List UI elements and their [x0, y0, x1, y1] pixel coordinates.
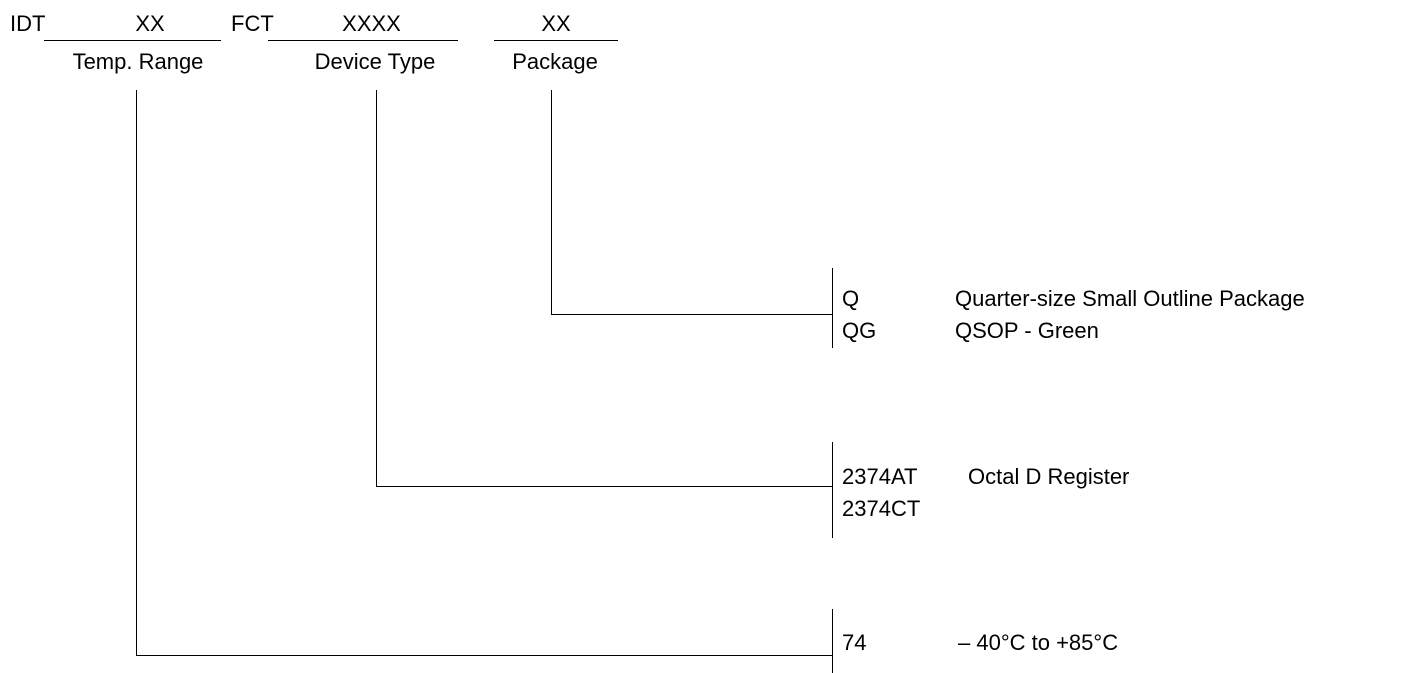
- package-option-description: Quarter-size Small Outline Package: [955, 286, 1305, 311]
- device-option-code: 2374CT: [842, 496, 921, 521]
- temp-connector-vertical: [136, 90, 137, 656]
- device-field-underline: [268, 40, 458, 41]
- temp-options-bracket: [832, 609, 833, 673]
- package-options-bracket: [832, 268, 833, 348]
- device-option-code: 2374AT: [842, 464, 918, 489]
- temp-option-description: – 40°C to +85°C: [958, 630, 1119, 655]
- package-connector-horizontal: [551, 314, 832, 315]
- package-option-description: QSOP - Green: [955, 318, 1099, 343]
- package-option-code: Q: [842, 286, 860, 311]
- package-field-placeholder: XX: [541, 11, 571, 36]
- prefix-text: IDT: [10, 11, 46, 36]
- device-options-bracket: [832, 442, 833, 538]
- device-connector-horizontal: [376, 486, 832, 487]
- package-field-underline: [494, 40, 618, 41]
- device-type-label: Device Type: [314, 49, 436, 74]
- device-field-placeholder: XXXX: [342, 11, 401, 36]
- device-connector-vertical: [376, 90, 377, 487]
- package-option-code: QG: [842, 318, 877, 343]
- temp-range-label: Temp. Range: [72, 49, 204, 74]
- family-text: FCT: [231, 11, 274, 36]
- temp-option-code: 74: [842, 630, 867, 655]
- package-label: Package: [512, 49, 598, 74]
- package-connector-vertical: [551, 90, 552, 315]
- temp-field-placeholder: XX: [135, 11, 165, 36]
- temp-field-underline: [44, 40, 221, 41]
- device-option-description: Octal D Register: [968, 464, 1130, 489]
- temp-connector-horizontal: [136, 655, 832, 656]
